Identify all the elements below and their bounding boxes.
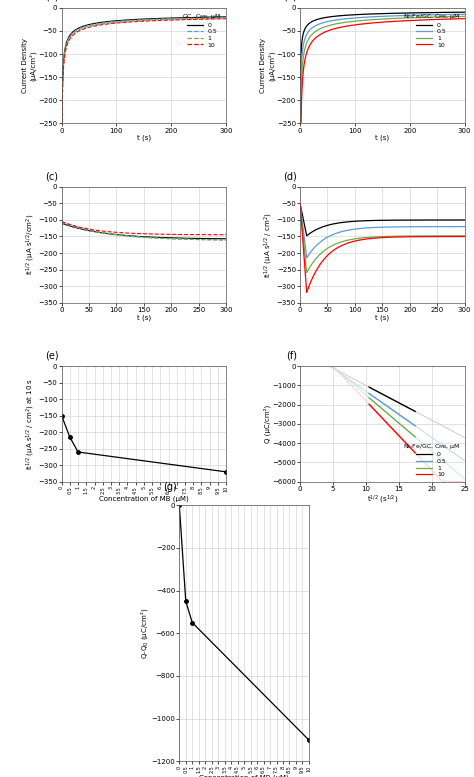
- X-axis label: Concentration of MB (μM): Concentration of MB (μM): [199, 775, 289, 777]
- Y-axis label: Current Density
(μA/cm²): Current Density (μA/cm²): [22, 38, 36, 93]
- Text: (d): (d): [283, 171, 297, 181]
- Text: (e): (e): [45, 350, 58, 361]
- Legend: 0, 0.5, 1, 10: 0, 0.5, 1, 10: [401, 441, 461, 479]
- Text: (b): (b): [283, 0, 297, 2]
- X-axis label: t$^{1/2}$ (s$^{1/2}$): t$^{1/2}$ (s$^{1/2}$): [366, 493, 398, 506]
- X-axis label: t (s): t (s): [375, 314, 389, 321]
- Y-axis label: it$^{1/2}$ (μA s$^{1/2}$/cm$^{2}$): it$^{1/2}$ (μA s$^{1/2}$/cm$^{2}$): [24, 214, 36, 275]
- Text: (c): (c): [46, 171, 58, 181]
- Y-axis label: it$^{1/2}$ (μA s$^{1/2}$ / cm$^{2}$): it$^{1/2}$ (μA s$^{1/2}$ / cm$^{2}$): [263, 212, 275, 277]
- Y-axis label: Current Density
(μA/cm²): Current Density (μA/cm²): [260, 38, 275, 93]
- Y-axis label: it$^{1/2}$ (μA s$^{1/2}$ / cm$^{2}$) at 10 s: it$^{1/2}$ (μA s$^{1/2}$ / cm$^{2}$) at …: [24, 378, 36, 470]
- Text: (f): (f): [286, 350, 297, 361]
- Y-axis label: Q-Q$_0$ (μC/cm²): Q-Q$_0$ (μC/cm²): [139, 608, 150, 659]
- X-axis label: Concentration of MB (μM): Concentration of MB (μM): [99, 495, 189, 501]
- X-axis label: t (s): t (s): [137, 314, 151, 321]
- Legend: 0, 0.5, 1, 10: 0, 0.5, 1, 10: [181, 11, 223, 49]
- X-axis label: t (s): t (s): [137, 135, 151, 141]
- Legend: 0, 0.5, 1, 10: 0, 0.5, 1, 10: [401, 11, 461, 49]
- Text: (a): (a): [45, 0, 58, 2]
- X-axis label: t (s): t (s): [375, 135, 389, 141]
- Y-axis label: Q (μC/cm²): Q (μC/cm²): [263, 405, 271, 443]
- Text: (g): (g): [163, 483, 177, 493]
